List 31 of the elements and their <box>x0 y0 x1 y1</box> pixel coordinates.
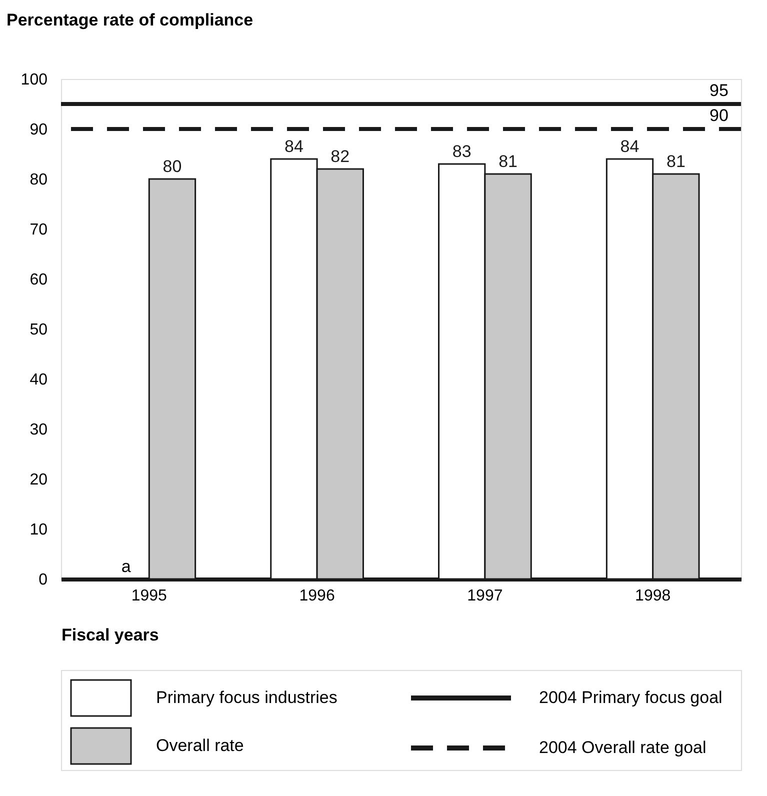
x-tick-label: 1996 <box>299 588 335 604</box>
y-tick-label: 90 <box>30 122 48 138</box>
legend-label: Overall rate <box>156 736 244 755</box>
y-tick-label: 10 <box>30 522 48 538</box>
x-tick-label: 1998 <box>635 588 671 604</box>
x-tick-label: 1995 <box>131 588 168 604</box>
data-label: 84 <box>284 137 304 156</box>
y-tick-label: 50 <box>30 322 48 338</box>
annotation: a <box>121 557 132 576</box>
x-axis-title: Fiscal years <box>62 626 159 644</box>
y-axis-title: Percentage rate of compliance <box>6 10 254 30</box>
y-tick-label: 80 <box>30 172 48 188</box>
y-tick-label: 100 <box>20 72 48 88</box>
data-label: 84 <box>620 137 640 156</box>
data-label: 83 <box>452 142 472 161</box>
y-tick-label: 60 <box>30 272 48 288</box>
text: 2004 Overall rate goal <box>539 738 706 757</box>
data-label: 80 <box>162 157 182 176</box>
data-label: 82 <box>330 147 350 166</box>
data-label: 81 <box>498 152 518 171</box>
x-tick-label: 1997 <box>467 588 503 604</box>
y-tick-label: 70 <box>30 222 48 238</box>
ref-line-label: 95 <box>710 81 728 100</box>
data-label: 81 <box>666 152 686 171</box>
y-tick-label: 20 <box>30 472 48 488</box>
y-tick-label: 40 <box>30 372 48 388</box>
y-tick-label: 30 <box>30 422 48 438</box>
y-tick-label: 0 <box>38 572 48 588</box>
ref-line-label: 90 <box>710 106 728 125</box>
text: 2004 Primary focus goal <box>539 688 722 707</box>
legend-label: Primary focus industries <box>156 688 338 707</box>
